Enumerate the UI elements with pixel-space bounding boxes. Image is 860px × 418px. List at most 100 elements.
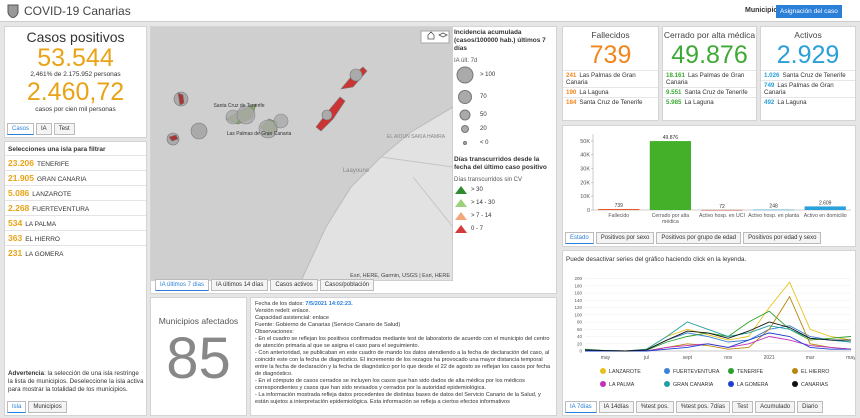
stat-row[interactable]: 9.551 Santa Cruz de Tenerife [663,87,756,97]
y-tick-label: 160 [574,291,582,296]
map[interactable]: Santa Cruz de Tenerife Las Palmas de Gran… [151,27,453,281]
y-tick-label: 0 [587,208,590,214]
tab[interactable]: %test pos. [635,401,674,413]
tab[interactable]: Test [53,123,75,135]
legend-item[interactable]: GRAN CANARIA [664,381,714,388]
x-tick-label: Activo hosp. en UCI [699,213,745,219]
x-tick-label: 2021 [764,355,775,361]
border [380,156,453,228]
tab[interactable]: Casos activos [270,279,318,291]
date: 7/5/2021 14:02:23. [305,301,353,307]
series-line [584,321,851,352]
island-count: 534 [8,218,23,228]
island-row[interactable]: 5.086 LANZAROTE [5,185,146,200]
note-line: Capacidad asistencial: enlace [255,315,330,321]
stat-name: La Laguna [777,99,807,106]
stat-name: Las Palmas de Gran Canaria [764,82,834,96]
stat-row[interactable]: 18.161 Las Palmas de Gran Canaria [663,70,756,87]
stat-count: 492 [764,99,775,106]
cases-rate: 2.460,72 [26,78,125,106]
tab[interactable]: Casos [7,123,35,135]
tab[interactable]: IA últimos 14 días [211,279,269,291]
tab[interactable]: Casos/población [319,279,375,291]
tab[interactable]: Acumulado [755,401,796,413]
note-line: - En el cuadro se reflejan los positivos… [255,336,550,349]
tab[interactable]: %test pos. 7días [675,401,731,413]
size-label: 70 [480,94,487,100]
tab[interactable]: Municipios [28,401,67,413]
legend-marker [792,368,798,374]
stat-name: La Laguna [579,89,609,96]
y-tick-label: 80 [577,320,583,325]
island-row[interactable]: 231 LA GOMERA [5,245,146,260]
tab[interactable]: Positivos por grupo de edad [656,232,742,244]
legend-item[interactable]: CANARIAS [792,381,829,388]
legend-item[interactable]: LANZAROTE [600,368,641,375]
tab[interactable]: Test [732,401,754,413]
stat-row[interactable]: 749 Las Palmas de Gran Canaria [761,80,855,97]
size-row: 20 [454,122,556,136]
legend-item[interactable]: TENERIFE [728,368,764,375]
stat-title: Fallecidos [591,30,630,40]
legend-marker [728,368,734,374]
x-tick-label: Cerrado por alta médica [651,213,690,225]
island-name: EL HIERRO [25,236,60,243]
stat-row[interactable]: 492 La Laguna [761,97,855,107]
y-tick-label: 0 [579,349,582,354]
legend-label: TENERIFE [737,369,764,375]
island-row[interactable]: 21.905 GRAN CANARIA [5,170,146,185]
stat-name: Las Palmas de Gran Canaria [666,72,745,86]
map-label: Santa Cruz de Tenerife [213,103,264,109]
chart-subtitle: Puede desactivar series del gráfico haci… [566,256,747,263]
stat-title: Activos [794,30,822,40]
map-labels: Santa Cruz de Tenerife Las Palmas de Gran… [213,103,445,174]
map-controls[interactable] [420,30,450,44]
line-chart-panel: Puede desactivar series del gráfico haci… [562,250,856,416]
tab[interactable]: IA [36,123,52,135]
tab[interactable]: Positivos por edad y sexo [743,232,822,244]
tab[interactable]: Estado [565,232,594,244]
legend-item[interactable]: FUERTEVENTURA [664,368,720,375]
islands-title: Selecciones una isla para filtrar [8,146,106,153]
header: COVID-19 Canarias Municipio Asignación d… [0,0,860,22]
legend-item[interactable]: LA GOMERA [728,381,769,388]
day-swatch [455,211,467,220]
size-label: < 0 [480,140,489,146]
day-symbol [455,211,467,220]
legend-marker [728,381,734,387]
size-circle [458,90,472,104]
stat-row[interactable]: 190 La Laguna [563,87,658,97]
x-tick-label: mar [806,355,815,361]
tab[interactable]: IA 7días [565,401,597,413]
island-row[interactable]: 363 EL HIERRO [5,230,146,245]
assign-button[interactable]: Asignación del caso [776,5,842,18]
legend-item[interactable]: LA PALMA [600,381,635,388]
tab[interactable]: Positivos por sexo [595,232,655,244]
size-legend: > 100 70 50 20 < 0 [454,64,556,150]
stat-row[interactable]: 241 Las Palmas de Gran Canaria [563,70,658,87]
tab[interactable]: Diario [797,401,823,413]
legend-item[interactable]: EL HIERRO [792,368,829,375]
tab[interactable]: Isla [7,401,27,413]
tab[interactable]: IA últimos 7 días [155,279,210,291]
stat-value: 49.876 [671,41,748,69]
island-row[interactable]: 534 LA PALMA [5,215,146,230]
island-name: GRAN CANARIA [37,176,87,183]
note-line: - La información mostrada refleja datos … [255,392,541,405]
stat-row[interactable]: 1.026 Santa Cruz de Tenerife [761,70,855,80]
tab[interactable]: IA 14días [598,401,634,413]
days-legend: > 30 > 14 - 30 > 7 - 14 0 - 7 [454,183,556,235]
island-row[interactable]: 23.206 TENERIFE [5,155,146,170]
stat-count: 190 [566,89,577,96]
island-name: TENERIFE [37,161,70,168]
x-tick-label: nov [724,355,733,361]
day-swatch [455,198,467,207]
stat-row[interactable]: 184 Santa Cruz de Tenerife [563,97,658,107]
stat-row[interactable]: 5.985 La Laguna [663,97,756,107]
stat-value: 739 [589,41,632,69]
stat-name: La Laguna [684,99,714,106]
island-row[interactable]: 2.268 FUERTEVENTURA [5,200,146,215]
island-count: 21.905 [8,173,34,183]
islands-panel: Selecciones una isla para filtrar 23.206… [4,141,147,416]
day-label: > 14 - 30 [471,199,495,206]
